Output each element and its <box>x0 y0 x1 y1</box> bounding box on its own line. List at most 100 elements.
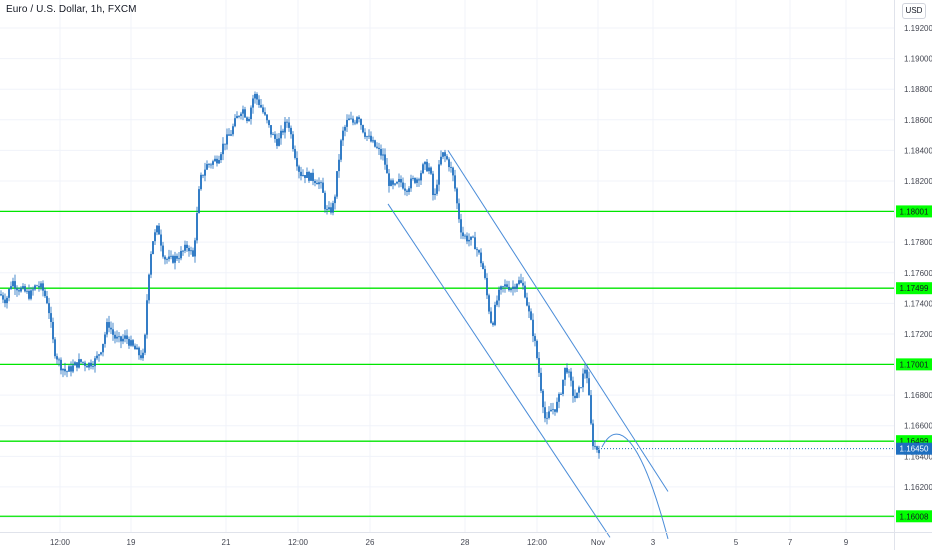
price-labels: 1.180011.174991.170011.164991.160081.164… <box>896 205 932 522</box>
candle-body <box>24 286 26 291</box>
candle-body <box>340 140 342 159</box>
candle-body <box>516 284 518 289</box>
candle-body <box>576 393 578 398</box>
y-tick-label: 1.16800 <box>904 391 932 400</box>
candle-body <box>228 134 230 135</box>
y-tick-label: 1.17800 <box>904 238 932 247</box>
candle-body <box>84 363 86 366</box>
x-tick-label: 21 <box>222 538 231 547</box>
candle-body <box>82 362 84 363</box>
candle-body <box>346 120 348 127</box>
candle-body <box>286 122 288 123</box>
candle-body <box>14 281 16 288</box>
candle-body <box>316 183 318 184</box>
candle-body <box>580 387 582 388</box>
candle-body <box>364 132 366 137</box>
candle-body <box>16 288 18 290</box>
candle-body <box>400 179 402 182</box>
candle-body <box>276 139 278 146</box>
candle-body <box>548 411 550 417</box>
last-price-label: 1.16450 <box>900 445 929 454</box>
candle-body <box>106 322 108 334</box>
candle-body <box>50 313 52 322</box>
candle-body <box>160 234 162 245</box>
candle-body <box>248 119 250 121</box>
candle-body <box>370 136 372 142</box>
candle-body <box>132 340 134 346</box>
candle-body <box>40 283 42 287</box>
candle-body <box>532 320 534 336</box>
candle-body <box>94 358 96 366</box>
candle-body <box>34 285 36 289</box>
candle-body <box>356 117 358 123</box>
candle-body <box>308 172 310 181</box>
trend-channel <box>388 150 668 539</box>
currency-selector[interactable]: USD <box>902 3 926 19</box>
candle-body <box>392 180 394 184</box>
candle-body <box>218 160 220 163</box>
candle-body <box>480 253 482 264</box>
candle-body <box>104 334 106 343</box>
candle-body <box>8 289 10 298</box>
candle-body <box>558 394 560 402</box>
candle-body <box>0 294 2 295</box>
x-tick-label: 7 <box>788 538 793 547</box>
candle-body <box>52 322 54 339</box>
candle-body <box>152 241 154 254</box>
x-tick-label: 12:00 <box>288 538 309 547</box>
candle-body <box>344 127 346 131</box>
x-tick-label: 12:00 <box>527 538 548 547</box>
candle-body <box>484 269 486 278</box>
x-tick-label: 19 <box>127 538 136 547</box>
candle-body <box>518 280 520 284</box>
candle-body <box>382 154 384 155</box>
candle-body <box>214 159 216 161</box>
candle-body <box>124 335 126 338</box>
candle-body <box>348 119 350 120</box>
candle-body <box>208 164 210 165</box>
y-tick-label: 1.17400 <box>904 299 932 308</box>
candle-body <box>458 203 460 219</box>
candle-body <box>490 312 492 323</box>
candle-body <box>172 256 174 263</box>
candle-body <box>338 160 340 171</box>
candle-body <box>312 173 314 181</box>
candle-body <box>386 165 388 174</box>
candle-body <box>100 352 102 354</box>
candle-body <box>92 366 94 367</box>
candle-body <box>212 161 214 165</box>
candle-body <box>578 387 580 392</box>
candle-body <box>72 365 74 371</box>
candle-body <box>98 354 100 355</box>
candle-body <box>408 188 410 192</box>
candle-body <box>20 288 22 291</box>
candle-body <box>478 250 480 252</box>
x-tick-label: Nov <box>591 538 605 547</box>
candle-body <box>474 237 476 249</box>
candle-body <box>330 207 332 212</box>
x-tick-label: 5 <box>734 538 739 547</box>
y-tick-label: 1.18800 <box>904 85 932 94</box>
candle-body <box>192 250 194 256</box>
candle-body <box>38 286 40 287</box>
candle-body <box>48 303 50 313</box>
candle-body <box>586 370 588 378</box>
level-label: 1.18001 <box>900 207 929 216</box>
candle-body <box>260 105 262 107</box>
candle-body <box>186 245 188 248</box>
candle-body <box>188 248 190 251</box>
candle-body <box>318 182 320 184</box>
candle-body <box>116 337 118 339</box>
candle-body <box>502 286 504 287</box>
candle-body <box>560 394 562 395</box>
symbol-title: Euro / U.S. Dollar, 1h, FXCM <box>6 4 137 15</box>
candle-body <box>414 178 416 183</box>
candle-body <box>154 232 156 241</box>
candles <box>0 92 600 459</box>
candle-body <box>140 355 142 358</box>
candle-body <box>90 363 92 367</box>
candle-body <box>58 359 60 360</box>
candle-body <box>136 348 138 350</box>
